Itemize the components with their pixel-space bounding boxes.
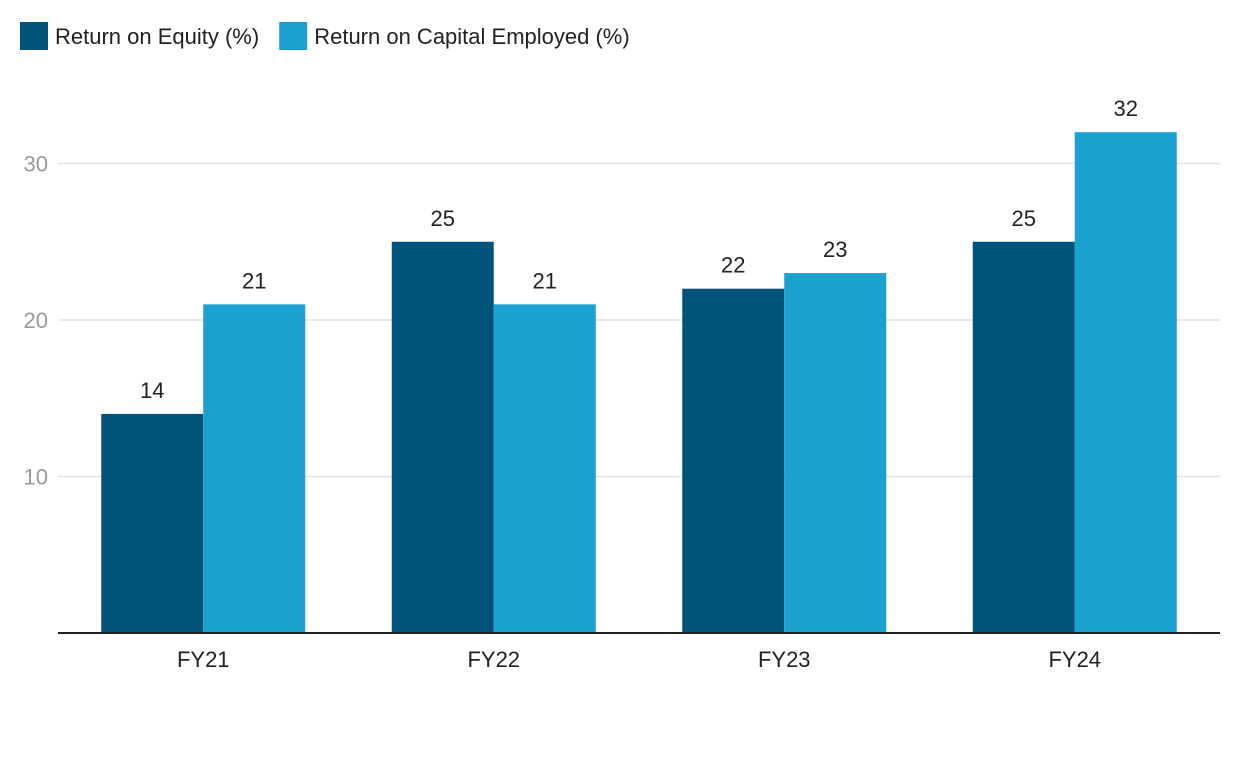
x-category-label: FY23 (758, 647, 811, 672)
y-axis-ticks: 10 20 30 (24, 152, 48, 490)
bar-fy22-series-2 (493, 304, 596, 633)
bar-fy23-series-1 (682, 288, 785, 633)
data-label: 32 (1114, 96, 1138, 121)
bar-fy22-series-1 (391, 241, 494, 633)
legend-label-2: Return on Capital Employed (%) (314, 24, 629, 49)
data-label: 22 (721, 253, 745, 278)
data-label: 21 (533, 268, 557, 293)
legend-swatch-1 (20, 22, 48, 50)
bar-fy21-series-1 (101, 413, 204, 633)
bar-fy21-series-2 (203, 304, 306, 633)
data-label: 25 (1012, 206, 1036, 231)
bar-fy24-series-1 (972, 241, 1075, 633)
y-tick-label: 30 (24, 152, 48, 177)
x-axis-categories: FY21 FY22 FY23 FY24 (177, 647, 1101, 672)
y-tick-label: 20 (24, 308, 48, 333)
legend-label-1: Return on Equity (%) (55, 24, 259, 49)
bars (101, 132, 1177, 633)
data-label: 23 (823, 237, 847, 262)
x-category-label: FY22 (467, 647, 520, 672)
y-tick-label: 10 (24, 465, 48, 490)
bar-fy24-series-2 (1074, 132, 1177, 633)
data-label: 25 (431, 206, 455, 231)
bar-fy23-series-2 (784, 273, 887, 633)
data-labels: 14 21 25 21 22 23 25 32 (140, 96, 1138, 403)
data-label: 21 (242, 268, 266, 293)
x-category-label: FY24 (1048, 647, 1101, 672)
legend: Return on Equity (%) Return on Capital Em… (20, 22, 630, 50)
legend-swatch-2 (279, 22, 308, 50)
data-label: 14 (140, 378, 164, 403)
x-category-label: FY21 (177, 647, 230, 672)
